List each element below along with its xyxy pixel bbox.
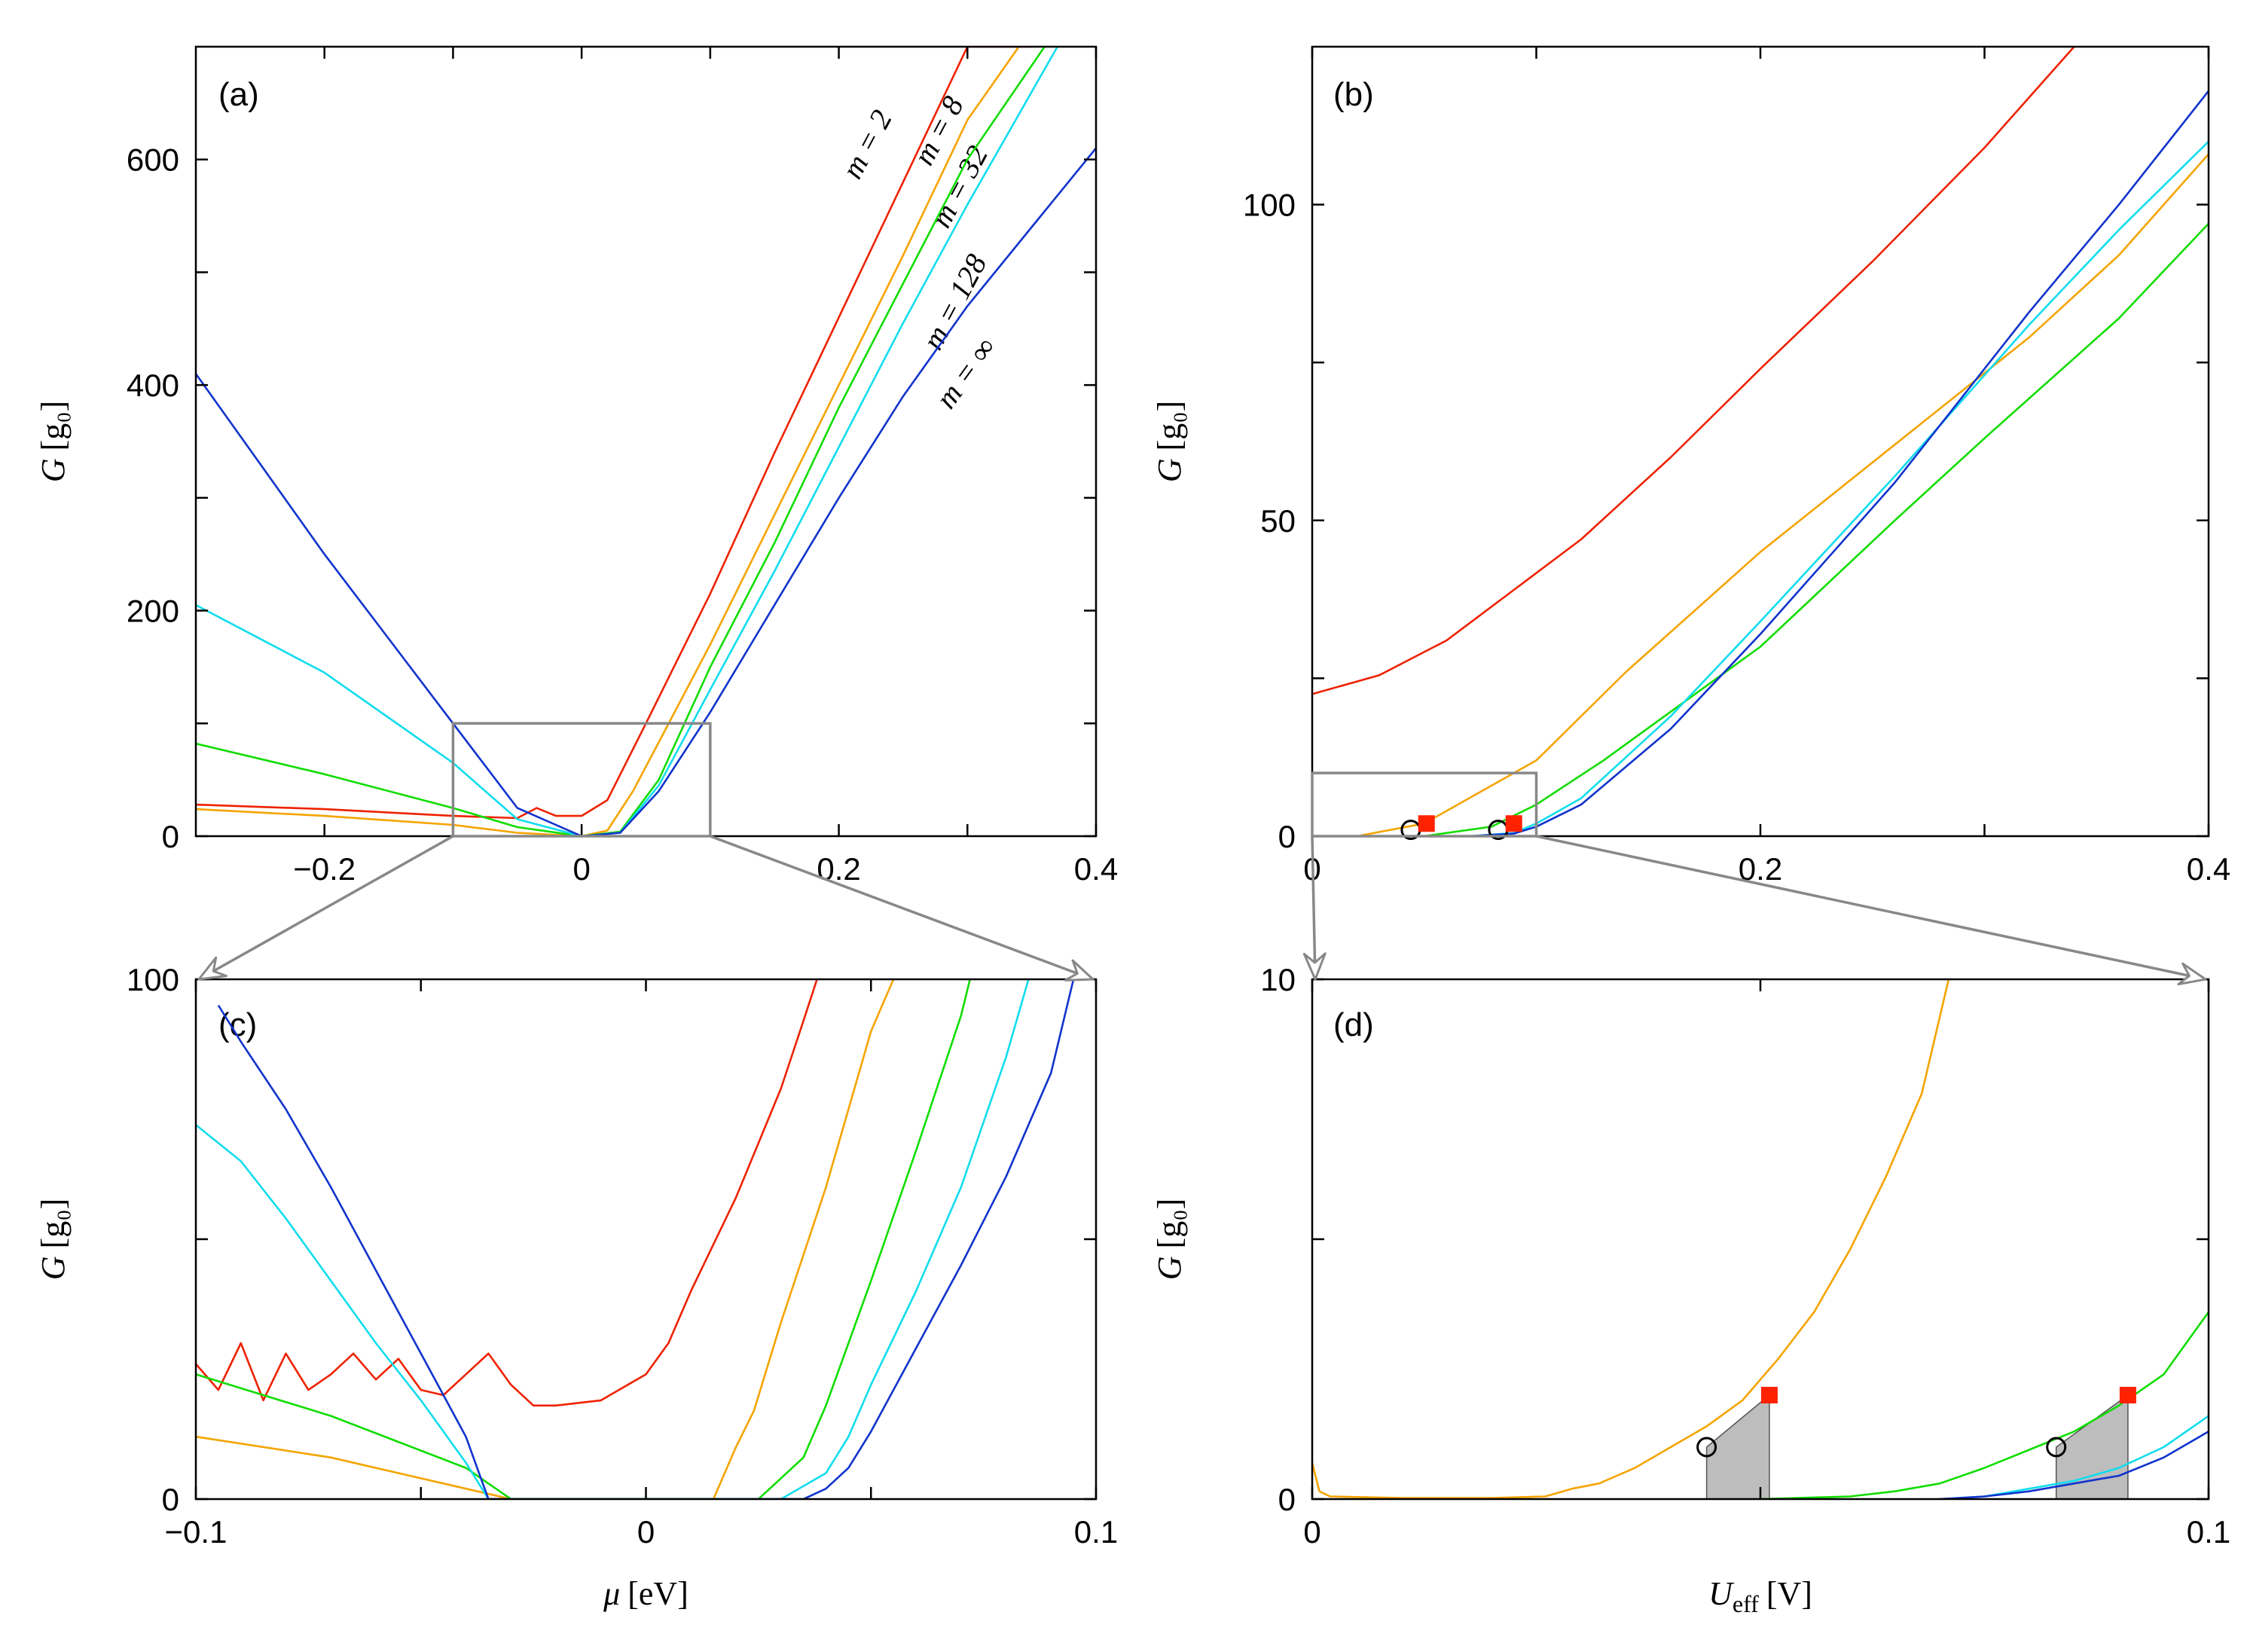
y-axis-label: G[g₀] — [35, 1199, 72, 1280]
zoom-arrowhead-right — [1064, 959, 1095, 982]
zoom-arrowhead-left — [197, 956, 227, 981]
y-tick-label: 0 — [1278, 819, 1296, 854]
x-tick-label: 0.1 — [2187, 1514, 2230, 1550]
series-line-m32 — [196, 979, 971, 1499]
y-tick-label: 50 — [1260, 503, 1296, 539]
series-line-minf — [217, 979, 1075, 1499]
zoom-connector-left — [198, 835, 454, 981]
series-line-minf — [196, 147, 1096, 836]
zoom-connector-right — [1536, 835, 2206, 981]
zoom-arrowhead-left — [1302, 952, 1327, 981]
x-tick-label: 0.4 — [1074, 851, 1118, 887]
zoom-box-b — [1311, 771, 1538, 838]
y-tick-label: 400 — [127, 368, 179, 403]
series-line-m8 — [1357, 153, 2209, 836]
panel-a: (a) m = 2 m = 8 m = 32 m = 128 m = ∞ −0.… — [35, 45, 1118, 887]
marker-square-4 — [2119, 1387, 2136, 1403]
marker-square-4 — [1505, 815, 1522, 832]
marker-square-2 — [1418, 815, 1435, 832]
series-line-minf — [1469, 90, 2209, 836]
x-axis-label: Ueff [V] — [1708, 1575, 1812, 1617]
series-line-m8 — [196, 47, 1020, 836]
x-tick-label: 0.1 — [1074, 1514, 1118, 1550]
x-tick-label: −0.2 — [293, 851, 356, 887]
x-tick-label: 0 — [637, 1514, 655, 1550]
y-tick-label: 10 — [1260, 962, 1296, 997]
series-line-m32 — [196, 47, 1046, 836]
zoom-connectors — [197, 722, 2207, 986]
y-tick-label: 100 — [127, 962, 179, 997]
panel-d: (d) 0 0.1 0 10 G[g₀] Ueff [V] — [1151, 962, 2230, 1617]
zoom-connector-right — [710, 835, 1094, 981]
series-line-m8 — [1312, 979, 1950, 1499]
panel-a-label: (a) — [218, 76, 259, 113]
label-m2: m = 2 — [835, 104, 899, 184]
zoom-connector-left — [1311, 835, 1317, 980]
y-tick-label: 0 — [162, 819, 179, 854]
series-line-m8 — [196, 979, 895, 1499]
marker-square-2 — [1760, 1387, 1778, 1403]
x-tick-label: 0 — [1303, 1514, 1320, 1550]
y-axis-label: G[g₀] — [1151, 401, 1188, 482]
y-tick-label: 100 — [1243, 188, 1296, 223]
y-tick-label: 600 — [127, 142, 179, 178]
x-tick-label: 0.4 — [2187, 851, 2230, 887]
shaded-region-2 — [2055, 1394, 2129, 1500]
series-line-m2 — [196, 979, 818, 1407]
y-tick-label: 200 — [127, 594, 179, 629]
y-tick-label: 0 — [1278, 1482, 1296, 1517]
x-axis-label: μ [eV] — [603, 1575, 688, 1612]
series-line-m32 — [1760, 1311, 2209, 1499]
x-tick-label: 0.2 — [817, 851, 860, 887]
zoom-box-a — [451, 722, 712, 838]
y-axis-label: G[g₀] — [35, 401, 72, 482]
panel-b-label: (b) — [1333, 76, 1374, 113]
y-axis-label: G[g₀] — [1151, 1199, 1188, 1280]
series-line-m128 — [196, 979, 1030, 1499]
series-line-m2 — [196, 47, 1032, 820]
series-line-m2 — [1312, 47, 2075, 695]
marker-circle-1 — [1696, 1437, 1717, 1458]
plot-frame — [194, 978, 1098, 1501]
marker-circle-3 — [2046, 1437, 2067, 1458]
plot-frame — [1311, 45, 2210, 838]
zoom-arrowhead-right — [2177, 962, 2207, 986]
panel-d-label: (d) — [1333, 1006, 1374, 1043]
series-line-m128 — [1469, 140, 2209, 836]
x-tick-label: 0 — [572, 851, 590, 887]
y-tick-label: 0 — [162, 1482, 179, 1517]
series-line-minf — [1939, 1431, 2209, 1499]
x-tick-label: −0.1 — [165, 1514, 227, 1550]
